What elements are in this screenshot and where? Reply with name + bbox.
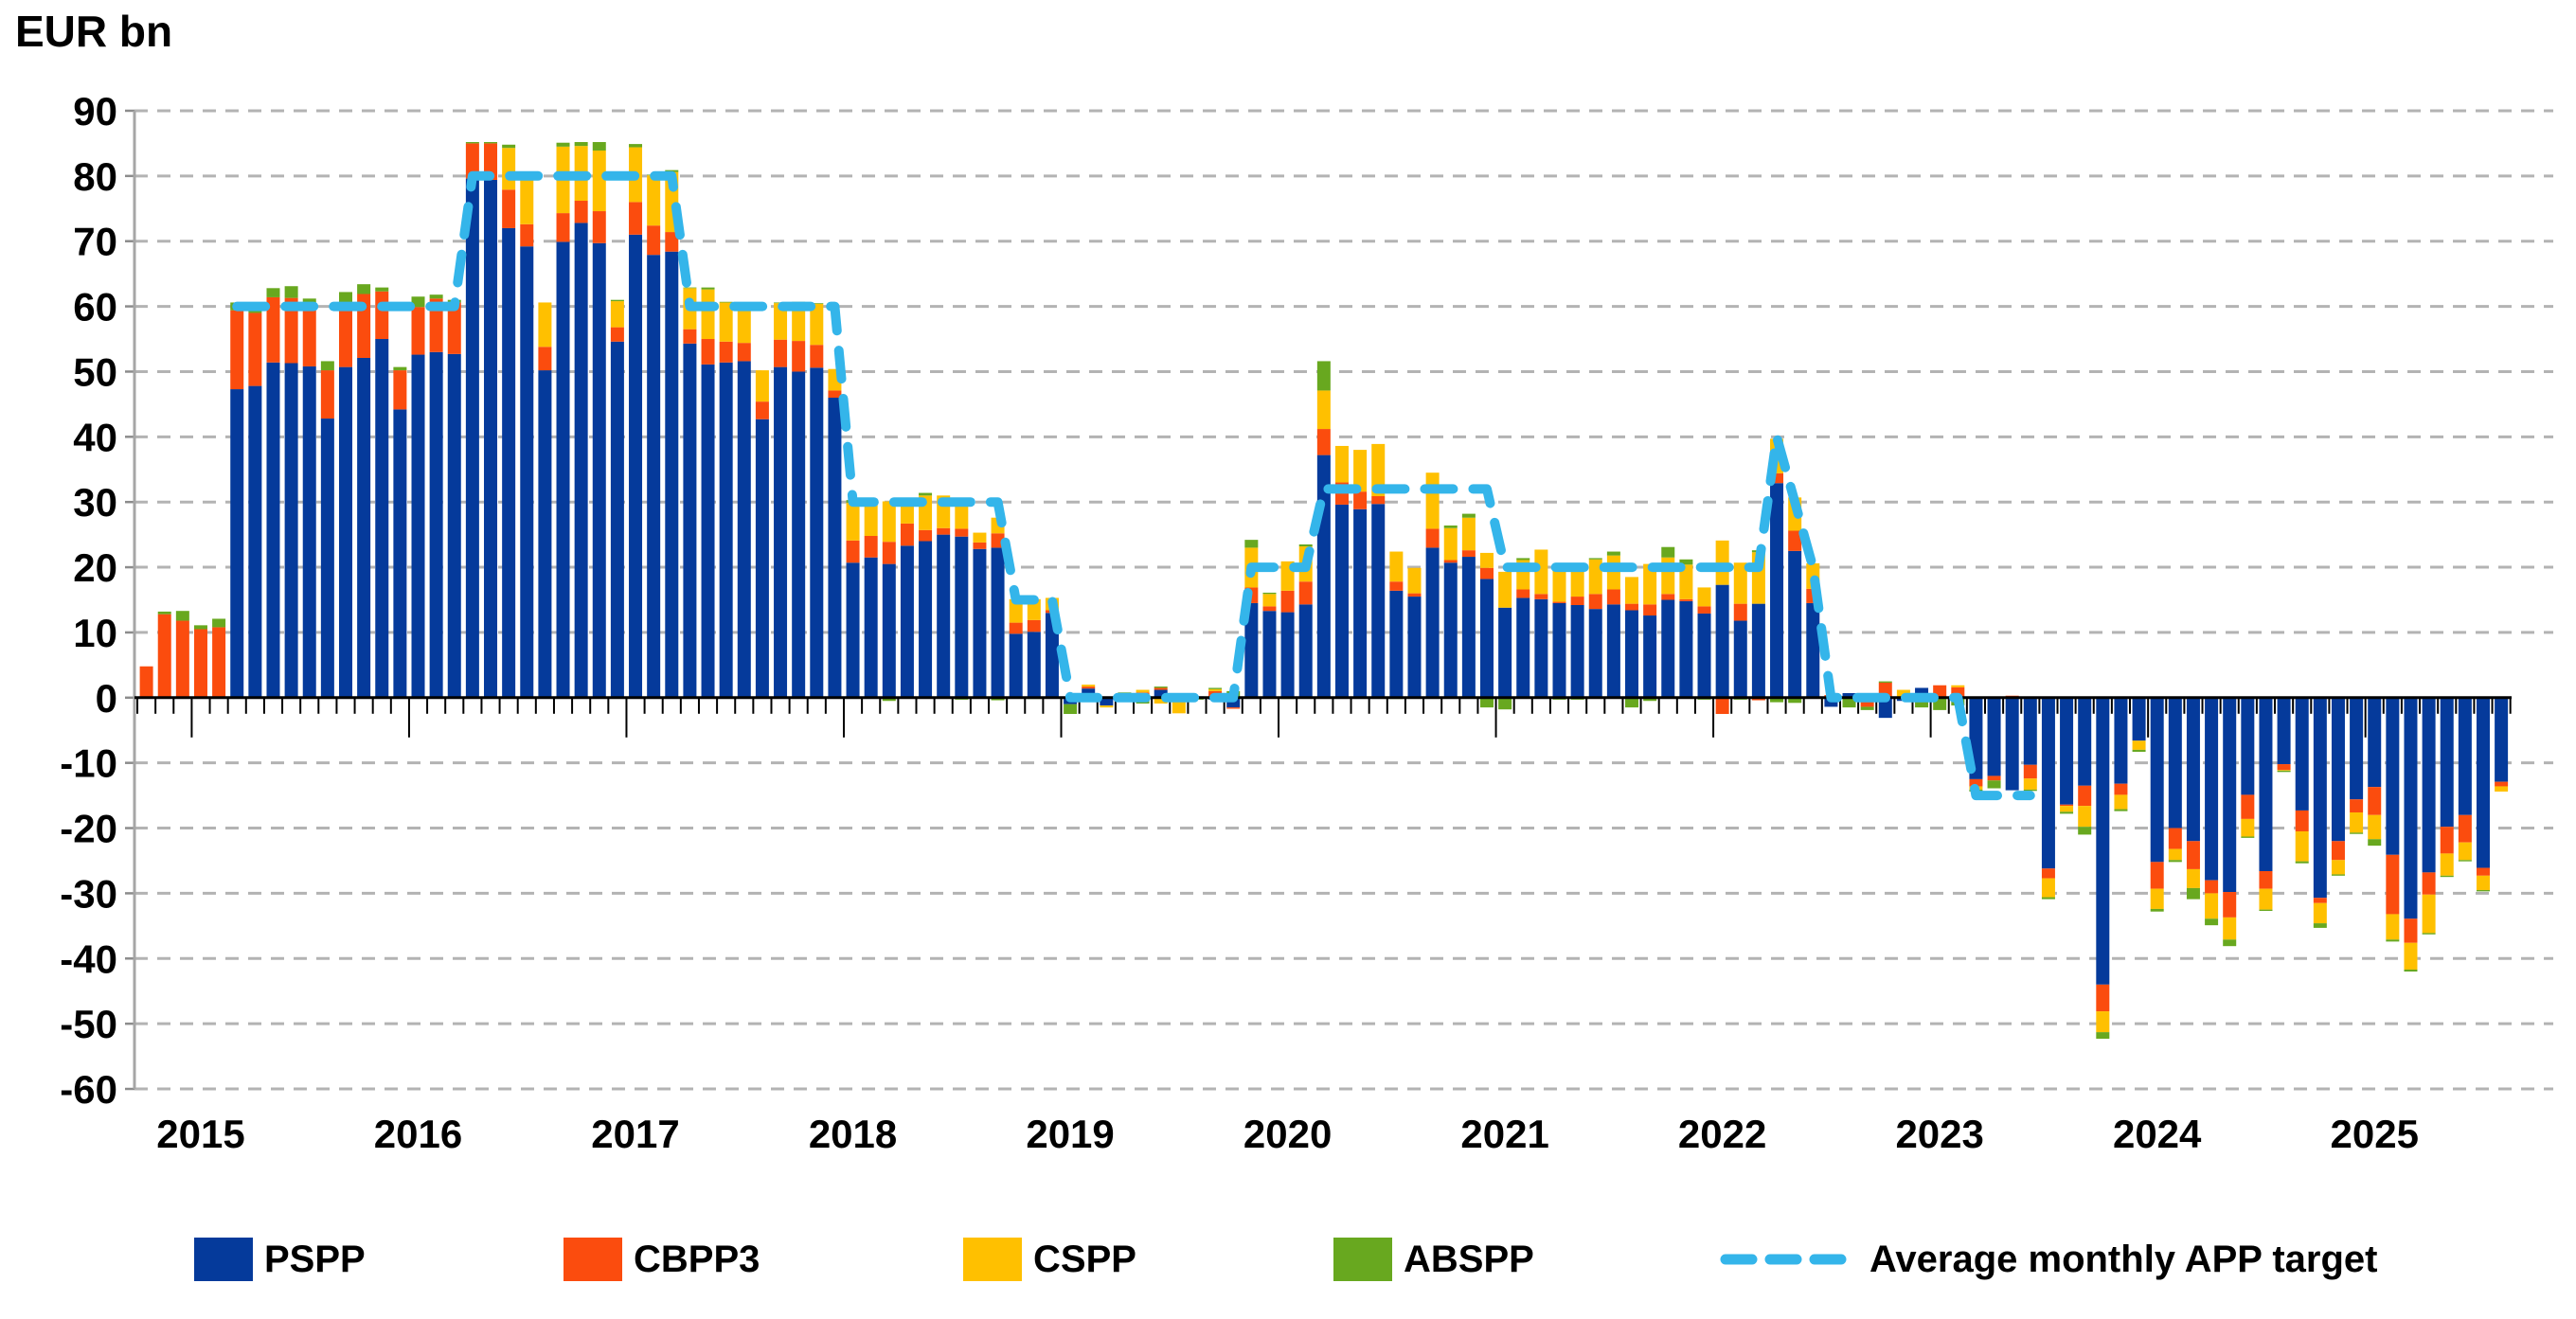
legend-item-cbpp3: CBPP3 [564,1231,760,1288]
svg-text:40: 40 [73,415,117,459]
svg-text:2016: 2016 [374,1112,462,1156]
stacked-bars [139,142,2509,1039]
dashed-line-icon [1720,1254,1858,1265]
svg-text:-30: -30 [60,871,117,916]
legend-item-app-target: Average monthly APP target [1718,1231,2377,1288]
svg-text:80: 80 [73,154,117,199]
x-axis [134,696,2512,738]
svg-text:60: 60 [73,285,117,330]
svg-text:2015: 2015 [156,1112,244,1156]
svg-text:2025: 2025 [2331,1112,2419,1156]
pspp-swatch-icon [194,1238,253,1281]
abspp-swatch-icon [1333,1238,1392,1281]
svg-text:-10: -10 [60,741,117,786]
legend-label-cbpp3: CBPP3 [634,1238,760,1280]
chart-title: EUR bn [15,7,173,56]
svg-text:2022: 2022 [1678,1112,1766,1156]
svg-text:-50: -50 [60,1002,117,1046]
legend-label-pspp: PSPP [264,1238,366,1280]
svg-text:2020: 2020 [1243,1112,1332,1156]
svg-text:2024: 2024 [2113,1112,2202,1156]
legend-label-abspp: ABSPP [1404,1238,1534,1280]
cbpp3-swatch-icon [564,1238,622,1281]
svg-text:2018: 2018 [809,1112,897,1156]
legend-item-cspp: CSPP [963,1231,1136,1288]
svg-text:50: 50 [73,349,117,394]
svg-text:0: 0 [96,676,117,721]
y-axis-labels: 90 80 70 60 50 40 30 20 10 0 -10 -20 -30 -40 -50 -60 [60,89,117,1112]
svg-text:-60: -60 [60,1067,117,1112]
legend-label-app-target: Average monthly APP target [1869,1238,2378,1280]
svg-text:90: 90 [73,89,117,134]
svg-text:2023: 2023 [1895,1112,1983,1156]
legend-item-pspp: PSPP [194,1231,366,1288]
svg-text:20: 20 [73,545,117,590]
x-axis-labels: 2015 2016 2017 2018 2019 2020 2021 2022 2023 2024… [156,1112,2419,1156]
svg-text:-40: -40 [60,936,117,981]
legend-item-abspp: ABSPP [1333,1231,1534,1288]
svg-text:-20: -20 [60,807,117,851]
svg-text:70: 70 [73,220,117,264]
svg-text:2021: 2021 [1460,1112,1548,1156]
svg-text:10: 10 [73,611,117,655]
cspp-swatch-icon [963,1238,1022,1281]
legend-label-cspp: CSPP [1033,1238,1136,1280]
target-line [232,170,2035,801]
svg-text:30: 30 [73,480,117,525]
legend: PSPP CBPP3 CSPP ABSPP Average monthly AP… [0,1231,2576,1297]
svg-text:2019: 2019 [1026,1112,1114,1156]
svg-text:2017: 2017 [591,1112,679,1156]
